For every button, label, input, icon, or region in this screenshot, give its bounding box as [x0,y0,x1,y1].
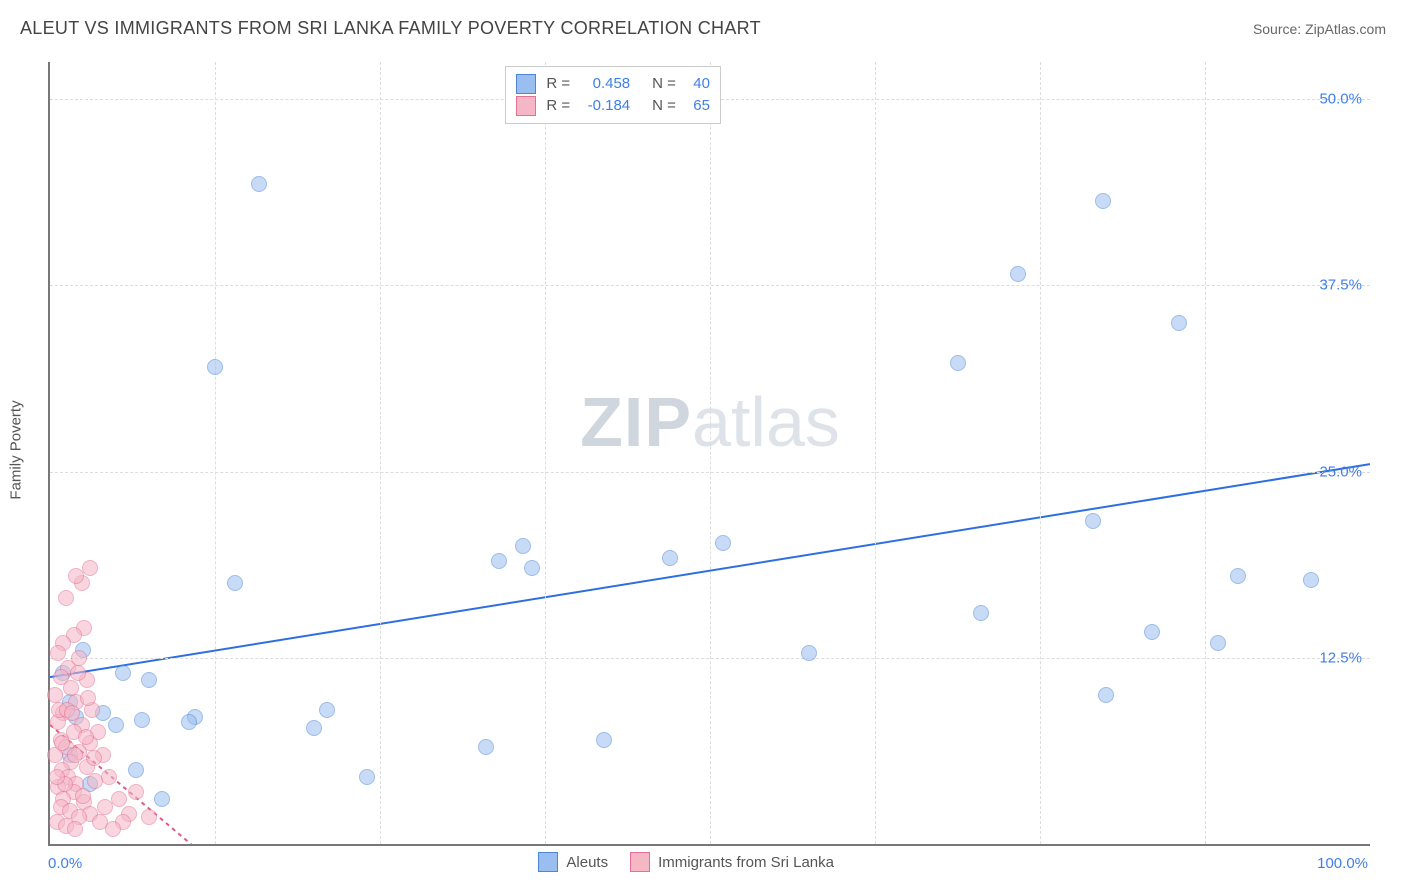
stats-legend-row-aleuts: R = 0.458 N = 40 [516,73,710,95]
data-point-aleuts [1144,624,1160,640]
data-point-aleuts [141,672,157,688]
data-point-sri_lanka [68,568,84,584]
data-point-aleuts [801,645,817,661]
y-tick-label: 50.0% [1319,91,1362,108]
stat-n-label: N = [652,73,676,95]
y-tick-label: 12.5% [1319,649,1362,666]
stats-legend: R = 0.458 N = 40 R = -0.184 N = 65 [505,66,721,124]
data-point-sri_lanka [64,705,80,721]
data-point-aleuts [973,605,989,621]
stat-n-value: 40 [682,73,710,95]
data-point-aleuts [491,553,507,569]
data-point-aleuts [1085,513,1101,529]
data-point-aleuts [662,550,678,566]
data-point-aleuts [1303,572,1319,588]
stat-n-label: N = [652,95,676,117]
data-point-aleuts [134,712,150,728]
legend-swatch-aleuts [538,852,558,872]
gridline-vertical [710,62,711,844]
data-point-sri_lanka [50,645,66,661]
data-point-aleuts [108,717,124,733]
stat-r-label: R = [546,73,570,95]
legend-swatch-aleuts [516,74,536,94]
data-point-aleuts [227,575,243,591]
data-point-aleuts [715,535,731,551]
gridline-vertical [215,62,216,844]
data-point-sri_lanka [70,665,86,681]
data-point-sri_lanka [86,750,102,766]
data-point-sri_lanka [78,729,94,745]
data-point-sri_lanka [75,788,91,804]
data-point-sri_lanka [92,814,108,830]
series-legend-item-sri_lanka: Immigrants from Sri Lanka [630,852,834,872]
stat-r-label: R = [546,95,570,117]
data-point-aleuts [524,560,540,576]
watermark-zip: ZIP [580,383,692,461]
data-point-aleuts [359,769,375,785]
scatter-plot-area: ZIPatlas 12.5%25.0%37.5%50.0%0.0%100.0%R… [48,62,1370,846]
data-point-aleuts [251,176,267,192]
source-value: ZipAtlas.com [1305,21,1386,37]
x-tick-label: 0.0% [48,855,82,872]
data-point-aleuts [319,702,335,718]
data-point-aleuts [596,732,612,748]
data-point-sri_lanka [67,747,83,763]
data-point-aleuts [1095,193,1111,209]
data-point-sri_lanka [80,690,96,706]
stat-n-value: 65 [682,95,710,117]
data-point-aleuts [115,665,131,681]
data-point-sri_lanka [58,590,74,606]
source-attribution: Source: ZipAtlas.com [1253,21,1386,37]
series-legend-label: Aleuts [566,854,608,871]
data-point-aleuts [306,720,322,736]
data-point-aleuts [1171,315,1187,331]
chart-header: ALEUT VS IMMIGRANTS FROM SRI LANKA FAMIL… [20,18,1386,39]
y-tick-label: 25.0% [1319,463,1362,480]
data-point-sri_lanka [63,680,79,696]
data-point-aleuts [154,791,170,807]
data-point-aleuts [515,538,531,554]
data-point-aleuts [181,714,197,730]
series-legend-item-aleuts: Aleuts [538,852,608,872]
data-point-aleuts [128,762,144,778]
data-point-sri_lanka [128,784,144,800]
data-point-aleuts [950,355,966,371]
stat-r-value: 0.458 [576,73,630,95]
data-point-aleuts [478,739,494,755]
legend-swatch-sri_lanka [516,96,536,116]
data-point-sri_lanka [49,769,65,785]
data-point-aleuts [1010,266,1026,282]
series-legend: Aleuts Immigrants from Sri Lanka [538,852,834,872]
stat-r-value: -0.184 [576,95,630,117]
data-point-sri_lanka [141,809,157,825]
legend-swatch-sri_lanka [630,852,650,872]
data-point-aleuts [1230,568,1246,584]
y-axis-title: Family Poverty [8,400,25,499]
chart-title: ALEUT VS IMMIGRANTS FROM SRI LANKA FAMIL… [20,18,761,39]
data-point-sri_lanka [97,799,113,815]
data-point-aleuts [1210,635,1226,651]
series-legend-label: Immigrants from Sri Lanka [658,854,834,871]
data-point-sri_lanka [47,687,63,703]
gridline-vertical [875,62,876,844]
gridline-vertical [1205,62,1206,844]
stats-legend-row-sri_lanka: R = -0.184 N = 65 [516,95,710,117]
watermark-atlas: atlas [692,383,840,461]
gridline-vertical [545,62,546,844]
data-point-sri_lanka [54,735,70,751]
data-point-sri_lanka [101,769,117,785]
y-tick-label: 37.5% [1319,277,1362,294]
source-label: Source: [1253,21,1305,37]
gridline-vertical [1040,62,1041,844]
data-point-aleuts [1098,687,1114,703]
gridline-vertical [380,62,381,844]
x-tick-label: 100.0% [1317,855,1368,872]
data-point-aleuts [207,359,223,375]
data-point-sri_lanka [67,821,83,837]
